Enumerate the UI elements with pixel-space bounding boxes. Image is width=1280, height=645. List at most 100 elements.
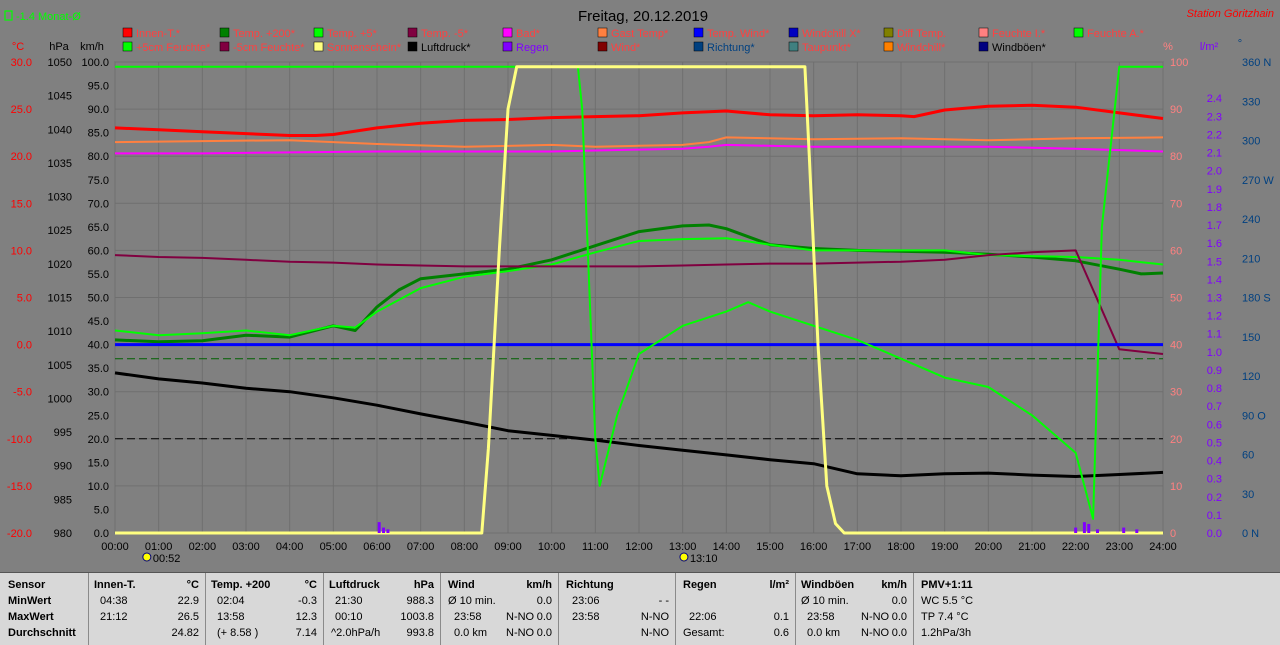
percent-tick: 30 xyxy=(1170,387,1182,399)
legend-swatch xyxy=(219,41,230,52)
stats-innen-max-time: 21:12 xyxy=(100,611,128,623)
temp-tick: 25.0 xyxy=(11,104,32,116)
stats-richtung-min-value: - - xyxy=(658,595,669,607)
stats-richtung-avg-value: N-NO xyxy=(640,627,669,639)
stats-richtung: Richtung 23:06 - - 23:58 N-NO N-NO xyxy=(558,573,676,645)
stats-druck-min-time: 21:30 xyxy=(335,595,363,607)
series-sonnenschein xyxy=(115,65,1163,535)
wind-tick: 30.0 xyxy=(88,387,109,399)
wind-tick: 70.0 xyxy=(88,198,109,210)
legend-label: Sonnenschein* xyxy=(327,42,402,54)
series-temp-5 xyxy=(114,237,1164,337)
wind-tick: 0.0 xyxy=(94,528,109,540)
rain-tick: 1.3 xyxy=(1207,293,1222,305)
x-tick-label: 15:00 xyxy=(756,541,784,553)
stats-regen-unit: l/m² xyxy=(769,579,789,591)
chart-series xyxy=(114,65,1164,535)
series-luftdruck xyxy=(114,371,1164,478)
weather-chart: Innen-T.* Temp. +200* Temp. +5* Temp. -5* Ba… xyxy=(4,8,1275,565)
unit-rain: l/m² xyxy=(1200,41,1219,53)
rain-tick: 0.2 xyxy=(1207,492,1222,504)
legend-label: Bad* xyxy=(516,28,541,40)
percent-tick: 10 xyxy=(1170,481,1182,493)
stats-boeen-title: Windböen xyxy=(801,579,855,591)
series-bad xyxy=(115,143,1164,155)
rain-tick: 0.4 xyxy=(1207,456,1222,468)
stats-wind-avg2-value: 0.0 xyxy=(536,627,552,639)
pressure-tick: 1045 xyxy=(48,91,72,103)
pressure-tick: 1020 xyxy=(48,259,72,271)
monthly-average-icon xyxy=(4,10,13,21)
rain-bar xyxy=(1082,522,1086,533)
legend-swatch xyxy=(978,41,989,52)
legend-swatch xyxy=(978,27,989,38)
stats-boeen-unit: km/h xyxy=(881,579,907,591)
rain-bar xyxy=(1135,529,1139,533)
temp-tick: 0.0 xyxy=(17,340,32,352)
stats-boeen-avg-label: Ø 10 min. xyxy=(801,595,849,607)
x-tick-label: 19:00 xyxy=(931,541,959,553)
legend-swatch xyxy=(597,27,608,38)
stats-druck-trend: ^2.0hPa/h xyxy=(331,627,381,639)
x-tick-label: 17:00 xyxy=(844,541,872,553)
rain-tick: 0.5 xyxy=(1207,437,1222,449)
direction-tick: 240 xyxy=(1242,214,1260,226)
pressure-tick: 980 xyxy=(54,528,72,540)
stats-wind-unit: km/h xyxy=(526,579,552,591)
legend-swatch xyxy=(122,41,133,52)
wind-tick: 55.0 xyxy=(88,269,109,281)
rain-tick: 1.6 xyxy=(1207,238,1222,250)
rain-tick: 0.0 xyxy=(1207,528,1222,540)
temp-tick: 5.0 xyxy=(17,293,32,305)
stats-wind-max-time: 23:58 xyxy=(454,611,482,623)
stats-innen-max-value: 26.5 xyxy=(177,611,199,623)
rain-tick: 1.7 xyxy=(1207,220,1222,232)
stats-temp200-avg-note: (+ 8.58 ) xyxy=(217,627,259,639)
legend-label: Luftdruck* xyxy=(421,42,471,54)
unit-wind: km/h xyxy=(80,41,104,53)
stats-wind-max-dir: N-NO xyxy=(506,611,535,623)
wind-tick: 100.0 xyxy=(81,57,109,69)
stats-label-max: MaxWert xyxy=(8,611,54,623)
rain-tick: 0.9 xyxy=(1207,365,1222,377)
rain-tick: 0.8 xyxy=(1207,383,1222,395)
legend-label: Windchill X* xyxy=(802,28,861,40)
pressure-tick: 1030 xyxy=(48,192,72,204)
pressure-tick: 1035 xyxy=(48,158,72,170)
sunrise-icon xyxy=(142,552,152,562)
stats-regen-total-value: 0.6 xyxy=(773,627,789,639)
legend-swatch xyxy=(788,41,799,52)
sunset-icon xyxy=(679,552,689,562)
x-axis-ticks: 00:00 01:00 02:00 03:00 04:00 05:00 06:00 07:00… xyxy=(101,541,1177,565)
legend-label: -5cm Feuchte* xyxy=(233,42,305,54)
rain-tick: 2.3 xyxy=(1207,111,1222,123)
stats-pmv: PMV+1:11 WC 5.5 °C TP 7.4 °C 1.2hPa/3h xyxy=(913,573,1280,645)
legend-label: Taupunkt* xyxy=(802,42,852,54)
rain-tick: 0.1 xyxy=(1207,510,1222,522)
legend-swatch xyxy=(122,27,133,38)
legend-label: Temp. +5* xyxy=(327,28,378,40)
stats-richtung-min-time: 23:06 xyxy=(572,595,600,607)
rain-bar xyxy=(1074,527,1078,533)
stats-sensor-header: Sensor xyxy=(8,579,46,591)
temp-tick: 15.0 xyxy=(11,198,32,210)
percent-tick: 50 xyxy=(1170,293,1182,305)
stats-innen-min-value: 22.9 xyxy=(177,595,199,607)
x-tick-label: 13:00 xyxy=(669,541,697,553)
rain-tick: 1.9 xyxy=(1207,184,1222,196)
legend-label: Windböen* xyxy=(992,42,1047,54)
unit-temp: °C xyxy=(12,41,24,53)
x-tick-label: 03:00 xyxy=(232,541,260,553)
rain-bar xyxy=(1096,529,1099,533)
stats-regen-max-time: 22:06 xyxy=(689,611,717,623)
temp-tick: -20.0 xyxy=(7,528,32,540)
x-tick-label: 12:00 xyxy=(625,541,653,553)
stats-pmv-dewpoint: TP 7.4 °C xyxy=(921,611,969,623)
stats-temp200-max-value: 12.3 xyxy=(295,611,317,623)
stats-innen: Innen-T. °C 04:38 22.9 21:12 26.5 24.82 xyxy=(88,573,206,645)
legend-label: Feuchte I.* xyxy=(992,28,1046,40)
wind-tick: 75.0 xyxy=(88,175,109,187)
chart-axes: 30.0 25.0 20.0 15.0 10.0 5.0 0.0 -5.0 -10.0 -15.0… xyxy=(7,57,1274,540)
percent-tick: 40 xyxy=(1170,340,1182,352)
legend-label: Temp. +200* xyxy=(233,28,296,40)
